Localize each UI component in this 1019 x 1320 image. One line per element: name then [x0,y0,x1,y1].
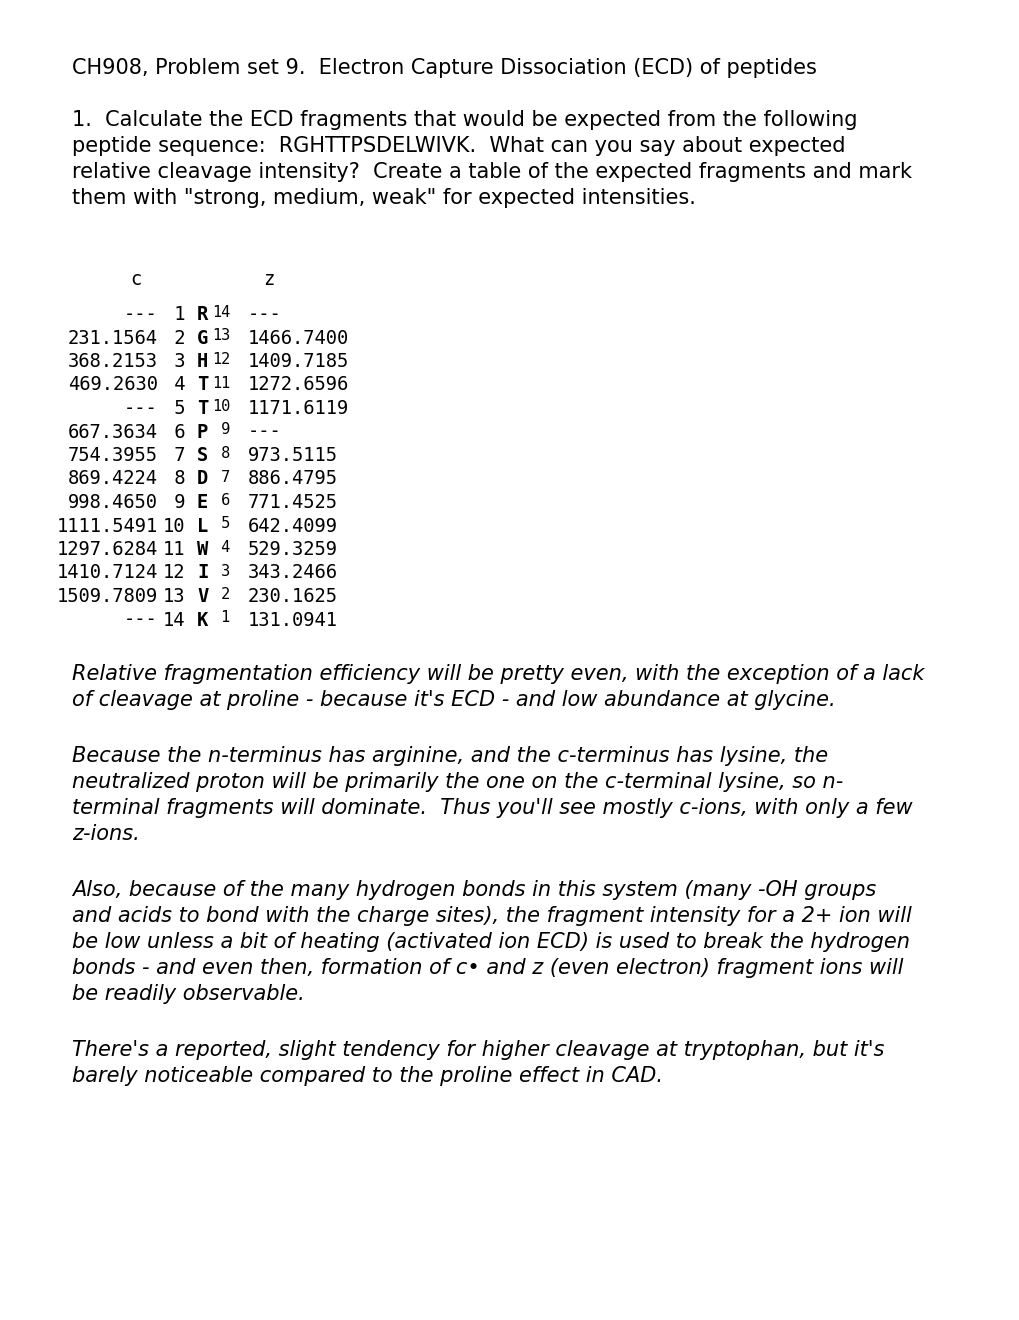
Text: 11: 11 [212,375,230,391]
Text: 8: 8 [212,446,230,461]
Text: 3: 3 [212,564,230,578]
Text: 8: 8 [163,470,185,488]
Text: z-ions.: z-ions. [72,824,140,843]
Text: be readily observable.: be readily observable. [72,983,305,1005]
Text: 869.4224: 869.4224 [68,470,158,488]
Text: 12: 12 [163,564,185,582]
Text: 3: 3 [163,352,185,371]
Text: barely noticeable compared to the proline effect in CAD.: barely noticeable compared to the prolin… [72,1067,662,1086]
Text: Also, because of the many hydrogen bonds in this system (many -OH groups: Also, because of the many hydrogen bonds… [72,880,875,900]
Text: S: S [197,446,208,465]
Text: 973.5115: 973.5115 [248,446,337,465]
Text: 13: 13 [163,587,185,606]
Text: 131.0941: 131.0941 [248,610,337,630]
Text: 10: 10 [163,516,185,536]
Text: 231.1564: 231.1564 [68,329,158,347]
Text: 1.  Calculate the ECD fragments that would be expected from the following: 1. Calculate the ECD fragments that woul… [72,110,857,129]
Text: D: D [197,470,208,488]
Text: 10: 10 [212,399,230,414]
Text: 11: 11 [163,540,185,558]
Text: V: V [197,587,208,606]
Text: 5: 5 [212,516,230,532]
Text: 6: 6 [163,422,185,441]
Text: 771.4525: 771.4525 [248,492,337,512]
Text: Because the n-terminus has arginine, and the c-terminus has lysine, the: Because the n-terminus has arginine, and… [72,746,827,766]
Text: 667.3634: 667.3634 [68,422,158,441]
Text: 1: 1 [163,305,185,323]
Text: peptide sequence:  RGHTTPSDELWIVK.  What can you say about expected: peptide sequence: RGHTTPSDELWIVK. What c… [72,136,845,156]
Text: 2: 2 [163,329,185,347]
Text: terminal fragments will dominate.  Thus you'll see mostly c-ions, with only a fe: terminal fragments will dominate. Thus y… [72,799,912,818]
Text: z: z [263,271,274,289]
Text: 9: 9 [212,422,230,437]
Text: 998.4650: 998.4650 [68,492,158,512]
Text: 230.1625: 230.1625 [248,587,337,606]
Text: T: T [197,399,208,418]
Text: I: I [197,564,208,582]
Text: be low unless a bit of heating (activated ion ECD) is used to break the hydrogen: be low unless a bit of heating (activate… [72,932,909,952]
Text: 1410.7124: 1410.7124 [57,564,158,582]
Text: 1: 1 [212,610,230,626]
Text: K: K [197,610,208,630]
Text: 754.3955: 754.3955 [68,446,158,465]
Text: 1509.7809: 1509.7809 [57,587,158,606]
Text: and acids to bond with the charge sites), the fragment intensity for a 2+ ion wi: and acids to bond with the charge sites)… [72,906,911,927]
Text: 13: 13 [212,329,230,343]
Text: 1111.5491: 1111.5491 [57,516,158,536]
Text: 7: 7 [212,470,230,484]
Text: 642.4099: 642.4099 [248,516,337,536]
Text: bonds - and even then, formation of c• and z (even electron) fragment ions will: bonds - and even then, formation of c• a… [72,958,903,978]
Text: W: W [197,540,208,558]
Text: ---: --- [124,305,158,323]
Text: R: R [197,305,208,323]
Text: 7: 7 [163,446,185,465]
Text: 1297.6284: 1297.6284 [57,540,158,558]
Text: 469.2630: 469.2630 [68,375,158,395]
Text: 343.2466: 343.2466 [248,564,337,582]
Text: neutralized proton will be primarily the one on the c-terminal lysine, so n-: neutralized proton will be primarily the… [72,772,843,792]
Text: 4: 4 [163,375,185,395]
Text: ---: --- [124,399,158,418]
Text: 14: 14 [163,610,185,630]
Text: of cleavage at proline - because it's ECD - and low abundance at glycine.: of cleavage at proline - because it's EC… [72,690,835,710]
Text: P: P [197,422,208,441]
Text: c: c [129,271,141,289]
Text: 12: 12 [212,352,230,367]
Text: ---: --- [124,610,158,630]
Text: 6: 6 [212,492,230,508]
Text: ---: --- [248,422,281,441]
Text: 1171.6119: 1171.6119 [248,399,348,418]
Text: CH908, Problem set 9.  Electron Capture Dissociation (ECD) of peptides: CH908, Problem set 9. Electron Capture D… [72,58,816,78]
Text: 1409.7185: 1409.7185 [248,352,348,371]
Text: 2: 2 [212,587,230,602]
Text: 886.4795: 886.4795 [248,470,337,488]
Text: relative cleavage intensity?  Create a table of the expected fragments and mark: relative cleavage intensity? Create a ta… [72,162,911,182]
Text: 5: 5 [163,399,185,418]
Text: them with "strong, medium, weak" for expected intensities.: them with "strong, medium, weak" for exp… [72,187,695,209]
Text: ---: --- [248,305,281,323]
Text: 4: 4 [212,540,230,554]
Text: Relative fragmentation efficiency will be pretty even, with the exception of a l: Relative fragmentation efficiency will b… [72,664,923,684]
Text: 9: 9 [163,492,185,512]
Text: H: H [197,352,208,371]
Text: G: G [197,329,208,347]
Text: L: L [197,516,208,536]
Text: 368.2153: 368.2153 [68,352,158,371]
Text: E: E [197,492,208,512]
Text: 1466.7400: 1466.7400 [248,329,348,347]
Text: T: T [197,375,208,395]
Text: 1272.6596: 1272.6596 [248,375,348,395]
Text: 529.3259: 529.3259 [248,540,337,558]
Text: 14: 14 [212,305,230,319]
Text: There's a reported, slight tendency for higher cleavage at tryptophan, but it's: There's a reported, slight tendency for … [72,1040,883,1060]
